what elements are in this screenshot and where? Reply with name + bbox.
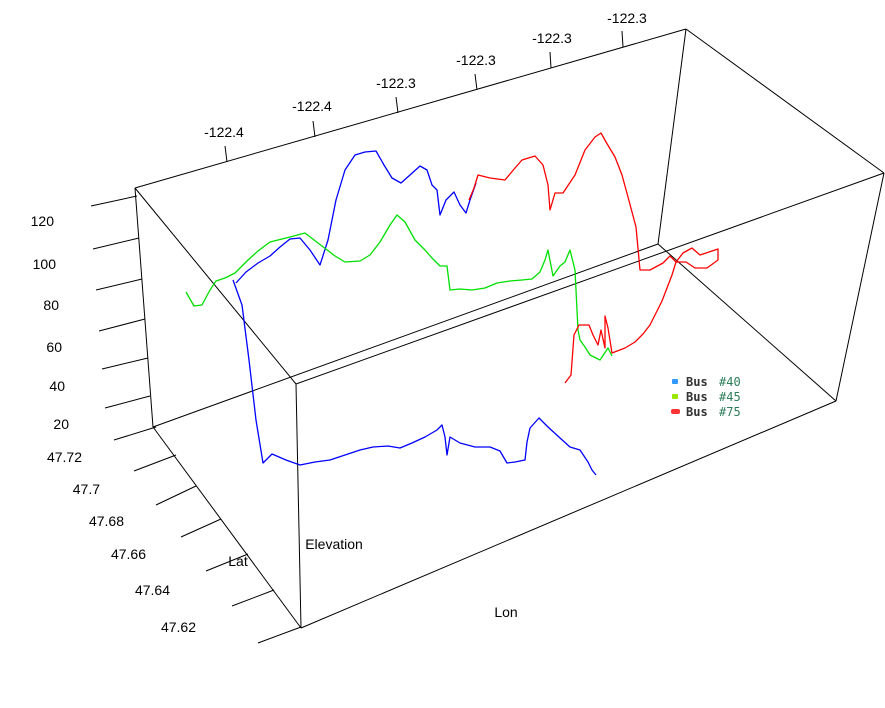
legend-label: Bus bbox=[686, 375, 708, 389]
elevation-tick-mark bbox=[98, 318, 146, 332]
lat-tick-mark bbox=[113, 426, 157, 441]
box-edge bbox=[134, 28, 687, 189]
lon-tick-label: -122.3 bbox=[607, 10, 647, 26]
elevation-tick-mark bbox=[92, 237, 140, 250]
box-edge bbox=[657, 243, 837, 402]
elevation-axis-title: Elevation bbox=[305, 536, 363, 552]
box-edge bbox=[835, 172, 885, 402]
lon-tick-label: -122.3 bbox=[456, 52, 496, 68]
lat-tick-mark bbox=[231, 589, 275, 607]
lat-tick-label: 47.72 bbox=[47, 449, 82, 465]
legend-entry-40: Bus #40 bbox=[672, 375, 741, 389]
lon-tick-label: -122.4 bbox=[204, 124, 244, 140]
lat-tick-mark bbox=[205, 553, 249, 572]
legend-number: #45 bbox=[719, 390, 741, 404]
box-edge bbox=[295, 383, 302, 629]
lon-tick-label: -122.3 bbox=[376, 75, 416, 91]
elevation-tick-mark bbox=[104, 395, 151, 409]
elevation-tick-mark bbox=[101, 357, 149, 370]
lon-axis-title: Lon bbox=[494, 604, 517, 620]
elevation-ticks bbox=[90, 195, 151, 409]
bus-40-track-upper bbox=[235, 150, 477, 284]
lat-tick-mark bbox=[180, 518, 222, 538]
lon-ticks bbox=[224, 30, 624, 163]
elevation-tick-mark bbox=[95, 278, 143, 291]
lat-tick-label: 47.62 bbox=[161, 619, 196, 635]
elevation-tick-label: 80 bbox=[43, 297, 59, 313]
legend-number: #40 bbox=[719, 375, 741, 389]
lon-tick-mark bbox=[474, 73, 478, 91]
legend-label: Bus bbox=[686, 405, 708, 419]
elevation-tick-label: 20 bbox=[53, 416, 69, 432]
lat-axis-title: Lat bbox=[228, 553, 248, 569]
box-edge bbox=[657, 28, 687, 245]
legend-label: Bus bbox=[686, 390, 708, 404]
legend-swatch-45 bbox=[672, 394, 678, 399]
lat-tick-mark bbox=[155, 485, 197, 506]
lon-tick-mark bbox=[621, 30, 624, 48]
legend: Bus #40 Bus #45 Bus #75 bbox=[671, 375, 741, 419]
lat-tick-label: 47.66 bbox=[111, 546, 146, 562]
lon-tick-mark bbox=[312, 120, 316, 138]
elevation-tick-label: 40 bbox=[49, 378, 65, 394]
bus-40-track-lower bbox=[232, 279, 597, 476]
box-edge bbox=[300, 400, 837, 629]
lat-tick-label: 47.64 bbox=[135, 582, 170, 598]
legend-number: #75 bbox=[719, 405, 741, 419]
lat-ticks bbox=[113, 426, 302, 644]
lon-tick-mark bbox=[224, 145, 228, 163]
lat-tick-mark bbox=[257, 626, 302, 644]
lat-tick-mark bbox=[133, 454, 177, 472]
lon-tick-mark bbox=[549, 51, 552, 69]
lat-tick-label: 47.7 bbox=[73, 481, 100, 497]
lon-tick-label: -122.4 bbox=[292, 98, 332, 114]
legend-entry-45: Bus #45 bbox=[672, 390, 741, 404]
legend-entry-75: Bus #75 bbox=[671, 405, 741, 419]
box-edge bbox=[685, 28, 885, 174]
bus-75-track bbox=[468, 132, 719, 384]
box-edge bbox=[295, 172, 885, 385]
bus-45-track bbox=[185, 214, 613, 361]
elevation-tick-label: 100 bbox=[33, 256, 57, 272]
box-frame bbox=[134, 28, 885, 629]
legend-swatch-40 bbox=[672, 379, 678, 384]
elevation-tick-label: 120 bbox=[31, 213, 55, 229]
series-layer bbox=[185, 132, 719, 476]
lon-tick-label: -122.3 bbox=[532, 30, 572, 46]
box-edge bbox=[134, 187, 154, 428]
box-edge bbox=[152, 243, 659, 428]
elevation-tick-label: 60 bbox=[46, 339, 62, 355]
legend-swatch-75 bbox=[671, 409, 680, 414]
box-edge bbox=[134, 187, 297, 385]
lon-tick-mark bbox=[395, 96, 399, 114]
box-edge bbox=[152, 426, 302, 629]
elevation-tick-mark bbox=[90, 195, 138, 207]
lat-tick-label: 47.68 bbox=[89, 513, 124, 529]
